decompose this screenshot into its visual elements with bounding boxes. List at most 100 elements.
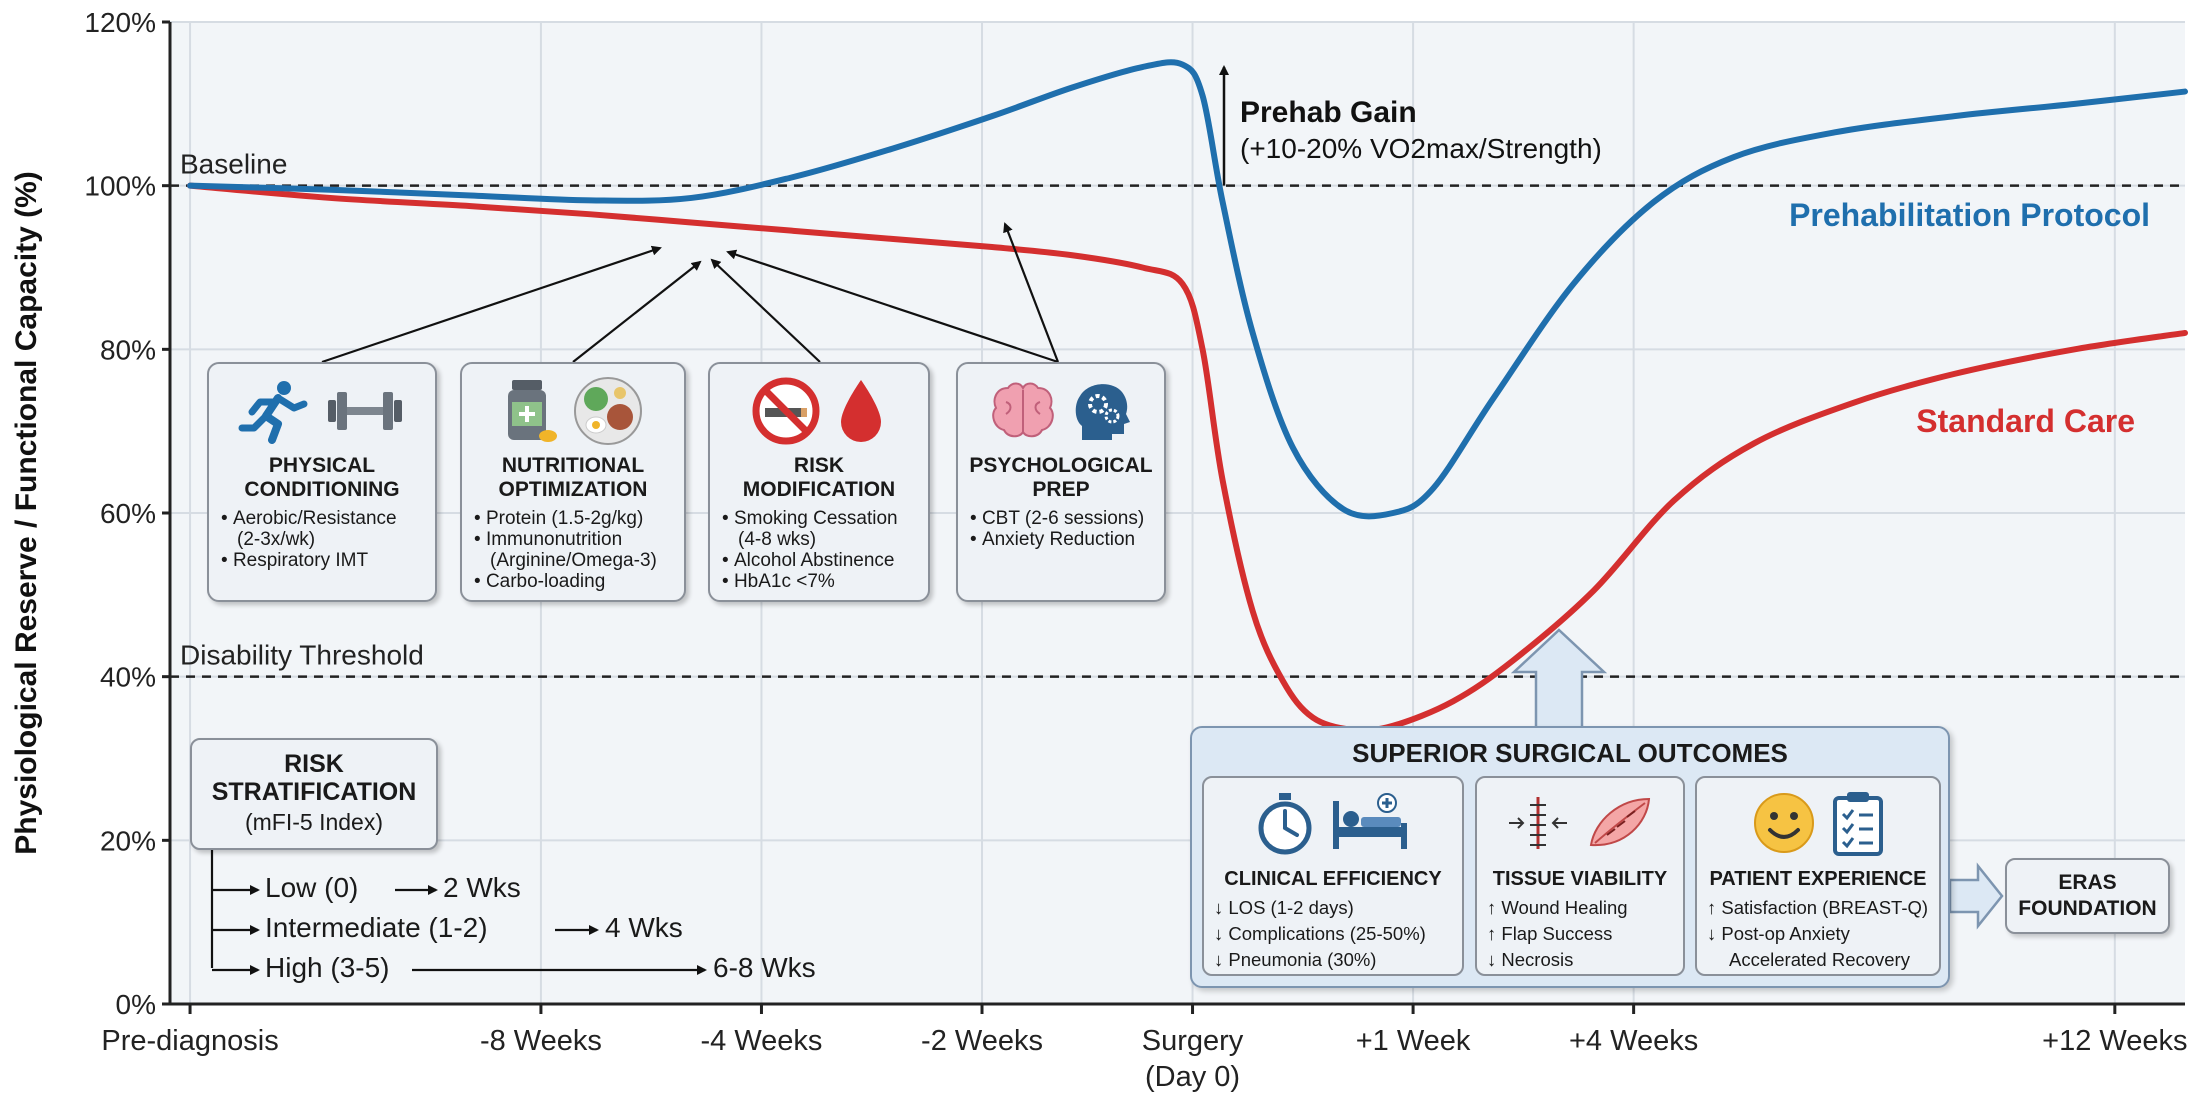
risk-subtitle: (mFI-5 Index) xyxy=(244,809,384,835)
x-tick-label: -8 Weeks xyxy=(480,1025,602,1057)
risk-tier-level: Low (0) xyxy=(265,872,359,903)
outcome-card-title: TISSUE VIABILITY xyxy=(1492,868,1668,890)
card-title: RISK xyxy=(793,454,845,477)
prehab-gain-title: Prehab Gain xyxy=(1240,96,1417,129)
risk-title: RISK xyxy=(284,750,344,778)
card-list: Aerobic/Resistance (2-3x/wk) Respiratory… xyxy=(209,508,435,571)
eras-line: ERAS xyxy=(2058,871,2117,894)
outcome-line: Accelerated Recovery xyxy=(1729,949,1910,970)
x-tick-sublabel: (Day 0) xyxy=(1145,1061,1240,1093)
stopwatch-icon xyxy=(1258,793,1312,855)
hospital-bed-icon xyxy=(1333,793,1407,849)
list-item: Respiratory IMT xyxy=(221,550,427,571)
outcomes-title: SUPERIOR SURGICAL OUTCOMES xyxy=(1352,738,1788,768)
x-tick-label: +12 Weeks xyxy=(2042,1025,2187,1057)
outcome-line: ↑ Wound Healing xyxy=(1487,897,1628,918)
eras-line: FOUNDATION xyxy=(2018,897,2157,920)
outcomes-panel: SUPERIOR SURGICAL OUTCOMES CLINICAL EFFI… xyxy=(1190,726,1950,988)
list-item: (Arginine/Omega-3) xyxy=(490,550,657,571)
connector-arrow xyxy=(710,258,821,363)
risk-tier-duration: 2 Wks xyxy=(443,872,521,903)
card-list: Protein (1.5-2g/kg) Immunonutrition (Arg… xyxy=(462,508,684,592)
outcome-card-title: CLINICAL EFFICIENCY xyxy=(1224,868,1442,890)
outcome-card-tissue-viability: TISSUE VIABILITY ↑ Wound Healing ↑ Flap … xyxy=(1475,776,1685,976)
eras-arrow xyxy=(1948,862,2004,930)
connector-arrow xyxy=(1003,222,1060,363)
card-physical-conditioning: PHYSICAL CONDITIONING Aerobic/Resistance… xyxy=(207,362,437,602)
card-title: NUTRITIONAL xyxy=(501,454,645,477)
x-tick-label: -4 Weeks xyxy=(700,1025,822,1057)
healthy-plate-icon xyxy=(574,377,642,445)
outcome-line: ↓ Complications (25-50%) xyxy=(1214,923,1426,944)
list-item: Smoking Cessation xyxy=(722,508,920,529)
outcome-card-title: PATIENT EXPERIENCE xyxy=(1709,868,1927,890)
card-psychological-prep: PSYCHOLOGICAL PREP CBT (2-6 sessions) An… xyxy=(956,362,1166,602)
x-tick-label: +4 Weeks xyxy=(1569,1025,1698,1057)
sutured-wound-icon xyxy=(1509,797,1567,849)
outcome-card-clinical-efficiency: CLINICAL EFFICIENCY ↓ LOS (1-2 days) ↓ C… xyxy=(1202,776,1464,976)
brain-icon xyxy=(992,382,1054,438)
card-title: MODIFICATION xyxy=(742,478,896,501)
smiley-face-icon xyxy=(1754,793,1814,853)
x-tick-label: Surgery xyxy=(1142,1025,1244,1057)
series-label-prehabilitation: Prehabilitation Protocol xyxy=(1789,197,2150,233)
card-title: CONDITIONING xyxy=(244,478,400,501)
head-gears-icon xyxy=(1075,384,1130,440)
dumbbell-icon xyxy=(328,392,402,430)
supplement-bottle-icon xyxy=(508,380,557,442)
y-tick-label: 60% xyxy=(100,498,156,529)
card-title: PHYSICAL xyxy=(268,454,376,477)
y-tick-label: 40% xyxy=(100,662,156,693)
outcome-line: ↑ Flap Success xyxy=(1487,923,1613,944)
connector-arrow xyxy=(572,260,702,363)
connector-arrow xyxy=(321,245,662,364)
connector-arrow xyxy=(726,249,1059,364)
list-item: Aerobic/Resistance xyxy=(221,508,427,529)
outcome-line: ↓ Pneumonia (30%) xyxy=(1214,949,1377,970)
y-axis-label: Physiological Reserve / Functional Capac… xyxy=(10,171,43,855)
outcome-line: ↓ LOS (1-2 days) xyxy=(1214,897,1354,918)
card-title: PSYCHOLOGICAL xyxy=(969,454,1153,477)
outcome-lines: ↑ Satisfaction (BREAST-Q) ↓ Post-op Anxi… xyxy=(1697,895,1939,973)
outcome-line: ↑ Satisfaction (BREAST-Q) xyxy=(1707,897,1929,918)
y-tick-label: 0% xyxy=(116,989,156,1020)
clipboard-checklist-icon xyxy=(1833,792,1883,856)
list-item: (2-3x/wk) xyxy=(237,529,316,550)
blood-drop-icon xyxy=(841,380,881,442)
running-person-icon xyxy=(238,381,308,444)
card-list: Smoking Cessation (4-8 wks) Alcohol Abst… xyxy=(710,508,928,592)
y-tick-label: 20% xyxy=(100,825,156,856)
prehab-gain-detail: (+10-20% VO2max/Strength) xyxy=(1240,133,1602,164)
list-item: (4-8 wks) xyxy=(738,529,817,550)
series-label-standard-care: Standard Care xyxy=(1916,403,2135,439)
series-line-standard-care xyxy=(187,182,2188,734)
reference-line-label: Baseline xyxy=(180,149,287,180)
list-item: Anxiety Reduction xyxy=(970,529,1156,550)
x-tick-label: Pre-diagnosis xyxy=(101,1025,278,1057)
series-line-prehabilitation-protocol xyxy=(187,59,2188,520)
card-title: PREP xyxy=(1032,478,1090,501)
outcome-lines: ↑ Wound Healing ↑ Flap Success ↓ Necrosi… xyxy=(1477,895,1683,973)
y-tick-label: 80% xyxy=(100,334,156,365)
risk-tier-level: Intermediate (1-2) xyxy=(265,912,488,943)
list-item: Carbo-loading xyxy=(474,571,676,592)
risk-tier-duration: 6-8 Wks xyxy=(713,952,816,983)
risk-stratification-card: RISK STRATIFICATION (mFI-5 Index) xyxy=(190,738,438,850)
reference-line-label: Disability Threshold xyxy=(180,640,424,671)
outcome-line: ↓ Necrosis xyxy=(1487,949,1574,970)
y-tick-label: 120% xyxy=(84,7,156,38)
risk-title: STRATIFICATION xyxy=(211,778,417,806)
risk-tier-duration: 4 Wks xyxy=(605,912,683,943)
y-tick-label: 100% xyxy=(84,171,156,202)
card-risk-modification: RISK MODIFICATION Smoking Cessation (4-8… xyxy=(708,362,930,602)
risk-tier-level: High (3-5) xyxy=(265,952,390,983)
outcome-card-patient-experience: PATIENT EXPERIENCE ↑ Satisfaction (BREAS… xyxy=(1695,776,1941,976)
eras-foundation-box: ERAS FOUNDATION xyxy=(2005,858,2170,934)
outcome-lines: ↓ LOS (1-2 days) ↓ Complications (25-50%… xyxy=(1204,895,1462,973)
list-item: Alcohol Abstinence xyxy=(722,550,920,571)
card-nutritional-optimization: NUTRITIONAL OPTIMIZATION Protein (1.5-2g… xyxy=(460,362,686,602)
no-smoking-icon xyxy=(752,377,820,445)
list-item: HbA1c <7% xyxy=(722,571,920,592)
outcome-line: ↓ Post-op Anxiety xyxy=(1707,923,1850,944)
card-list: CBT (2-6 sessions) Anxiety Reduction xyxy=(958,508,1164,550)
